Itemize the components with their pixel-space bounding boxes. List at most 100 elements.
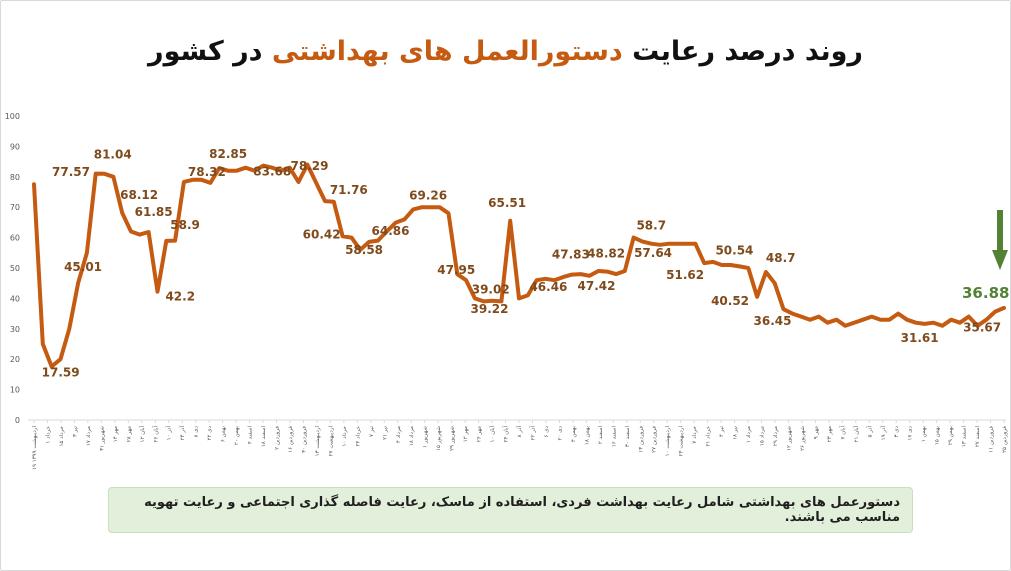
x-tick-label: ۲۸ مهر	[126, 426, 132, 442]
data-label: 78.29	[291, 159, 329, 173]
x-tick-label: ۲۲ دی	[207, 425, 213, 440]
data-label: 47.83	[552, 248, 590, 262]
data-label: 61.85	[135, 205, 173, 219]
x-tick-label: ۸ دی	[194, 425, 200, 437]
x-tick-label: ۵ آذر	[866, 426, 873, 438]
data-label: 48.7	[766, 251, 796, 265]
data-label: 58.7	[636, 219, 666, 233]
title-part-1: روند درصد رعایت	[632, 36, 863, 67]
x-tick-label: ۶ بهمن	[221, 426, 227, 443]
y-tick-label: 0	[15, 416, 20, 425]
x-tick-label: ۲۶ مهر	[477, 426, 483, 442]
x-tick-label: ۱۳ فروردین	[638, 426, 644, 453]
y-tick-label: 20	[10, 355, 20, 364]
x-tick-label: ۲۴ خرداد	[355, 426, 361, 447]
data-label: 65.51	[488, 196, 526, 210]
compliance-line-chart: 0 10 20 30 40 50 60 70 80 90 100 ۱۹ اردیبهشت ۱۳۹۹ ۱ …	[5, 112, 1010, 470]
data-label: 39.02	[472, 282, 510, 296]
x-tick-label: ۲۴ آذر	[179, 426, 186, 441]
x-tick-label: ۷ خرداد	[692, 426, 698, 444]
x-tick-label: ۱ بهمن	[921, 426, 927, 443]
x-tick-label: ۲۵ فروردین	[1002, 426, 1008, 453]
x-tick-label: ۸ آذر	[516, 426, 523, 438]
x-tick-label: ۴ تیر	[719, 426, 725, 437]
x-tick-label: ۱۷ دی	[908, 425, 914, 440]
x-tick-label: ۲۱ آبان	[853, 426, 860, 443]
data-label: 78.32	[188, 165, 226, 179]
x-tick-label: ۱۸ بهمن	[584, 426, 590, 446]
x-tick-label: ۱ شهریور	[423, 426, 429, 448]
x-tick-label: ۳۰ فروردین	[301, 426, 307, 453]
data-label: 51.62	[666, 268, 704, 282]
x-tick-label: ۱۶ فروردین	[288, 426, 294, 453]
note-text: دستورعمل های بهداشتی شامل رعایت بهداشت ف…	[144, 495, 900, 525]
data-label: 58.9	[170, 218, 200, 232]
page-title: روند درصد رعایت دستورالعمل های بهداشتی د…	[0, 36, 1011, 67]
x-tick-label: ۲۴ اردیبهشت	[679, 426, 685, 457]
x-tick-label: ۱۹ اردیبهشت ۱۳۹۹	[32, 426, 38, 470]
data-label: 39.22	[471, 302, 509, 316]
title-part-3: در کشور	[148, 36, 263, 67]
x-tick-label: ۲۰ بهمن	[234, 426, 240, 446]
x-tick-label: ۲۷ اسفند	[975, 426, 981, 448]
data-label: 40.52	[711, 294, 749, 308]
y-tick-label: 10	[10, 386, 20, 395]
x-tick-label: ۳۱ شهریور	[99, 426, 105, 451]
data-label: 47.42	[578, 279, 616, 293]
x-tick-label: ۱۲ مهر	[463, 426, 469, 442]
y-tick-label: 100	[5, 112, 20, 121]
x-tick-label: ۱۰ آذر	[166, 426, 173, 441]
data-label-latest: 36.88	[962, 284, 1009, 302]
y-tick-label: 80	[10, 173, 20, 182]
x-tick-label: ۱۳ اسفند	[962, 426, 968, 448]
x-tick-label: ۲۰ دی	[557, 425, 563, 440]
series-line	[32, 162, 1006, 369]
x-tick-label: ۲۷ اردیبهشت	[328, 426, 334, 457]
y-tick-label: 70	[10, 203, 20, 212]
data-label: 47.95	[437, 263, 475, 277]
y-tick-label: 90	[10, 142, 20, 151]
title-highlight: دستورالعمل های بهداشتی	[271, 36, 623, 67]
x-tick-label: ۱۲ شهریور	[786, 426, 792, 451]
x-tick-label: ۴ بهمن	[571, 426, 577, 443]
x-tick-label: ۴ مرداد	[396, 426, 402, 443]
x-tick-label: ۱۳ اردیبهشت	[315, 426, 321, 457]
x-tick-label: ۱ مرداد	[746, 426, 752, 443]
data-label: 35.67	[963, 321, 1001, 335]
data-label: 17.59	[42, 366, 80, 380]
data-label: 31.61	[901, 331, 939, 345]
data-label: 69.26	[409, 188, 447, 202]
x-tick-label: ۲۳ مهر	[827, 426, 833, 442]
x-tick-label: ۴ اسفند	[248, 426, 254, 445]
x-tick-label: ۱۶ اسفند	[611, 426, 617, 448]
note-box: دستورعمل های بهداشتی شامل رعایت بهداشت ف…	[108, 487, 913, 533]
arrow-down-icon-head	[992, 250, 1008, 270]
data-label: 71.76	[330, 183, 368, 197]
data-label: 48.82	[587, 247, 625, 261]
data-label: 77.57	[52, 165, 90, 179]
x-tick-label: ۱۵ شهریور	[436, 426, 442, 451]
x-tick-label: ۱۲ آبان	[139, 426, 146, 443]
data-label: 57.64	[634, 246, 672, 260]
x-tick-label: ۷ تیر	[369, 426, 375, 437]
x-tick-label: ۱۷ مرداد	[86, 426, 92, 446]
arrow-down-icon	[997, 210, 1003, 254]
x-tick-label: ۲۲ آذر	[529, 426, 536, 441]
x-tick-label: ۲۶ آبان	[152, 426, 159, 443]
x-tick-label: ۲۹ بهمن	[948, 426, 954, 446]
x-tick-label: ۳۰ اسفند	[625, 426, 631, 448]
x-tick-label: ۱۰ اردیبهشت	[665, 426, 671, 457]
x-tick-label: ۲۱ خرداد	[706, 426, 712, 447]
x-tick-label: ۲۹ شهریور	[450, 426, 456, 451]
y-tick-label: 50	[10, 264, 20, 273]
data-label: 68.12	[120, 188, 158, 202]
x-tick-label: ۱۰ آبان	[489, 426, 496, 443]
data-label: 58.58	[345, 243, 383, 257]
x-tick-label: ۱۵ بهمن	[935, 426, 941, 446]
x-tick-label: ۷ آبان	[839, 426, 846, 440]
data-label: 83.68	[253, 165, 291, 179]
y-tick-label: 40	[10, 294, 20, 303]
x-tick-label: ۲۹ مرداد	[773, 426, 779, 446]
x-tick-label: ۱۵ خرداد	[59, 426, 65, 447]
data-label: 82.85	[209, 147, 247, 161]
